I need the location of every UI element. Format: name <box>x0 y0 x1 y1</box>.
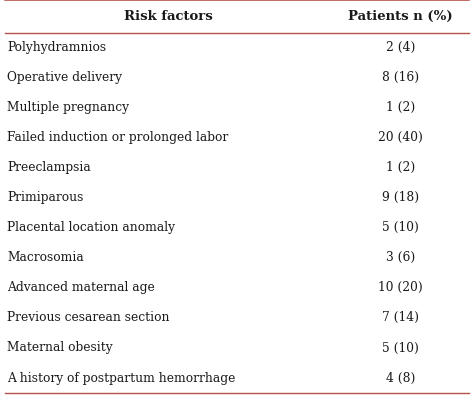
Text: Preeclampsia: Preeclampsia <box>7 161 91 174</box>
Text: Macrosomia: Macrosomia <box>7 251 84 264</box>
Text: 7 (14): 7 (14) <box>382 311 419 324</box>
Text: Polyhydramnios: Polyhydramnios <box>7 41 106 54</box>
Text: 4 (8): 4 (8) <box>386 372 415 385</box>
Text: Maternal obesity: Maternal obesity <box>7 341 113 355</box>
Text: 2 (4): 2 (4) <box>386 41 415 54</box>
Text: 5 (10): 5 (10) <box>382 221 419 234</box>
Text: Risk factors: Risk factors <box>124 10 213 23</box>
Text: 9 (18): 9 (18) <box>382 191 419 204</box>
Text: Patients n (%): Patients n (%) <box>348 10 453 23</box>
Text: 20 (40): 20 (40) <box>378 131 423 144</box>
Text: 1 (2): 1 (2) <box>386 161 415 174</box>
Text: 10 (20): 10 (20) <box>378 281 423 295</box>
Text: Multiple pregnancy: Multiple pregnancy <box>7 101 129 114</box>
Text: 8 (16): 8 (16) <box>382 71 419 84</box>
Text: Operative delivery: Operative delivery <box>7 71 122 84</box>
Text: 3 (6): 3 (6) <box>386 251 415 264</box>
Text: 5 (10): 5 (10) <box>382 341 419 355</box>
Text: 1 (2): 1 (2) <box>386 101 415 114</box>
Text: Placental location anomaly: Placental location anomaly <box>7 221 175 234</box>
Text: Advanced maternal age: Advanced maternal age <box>7 281 155 295</box>
Text: A history of postpartum hemorrhage: A history of postpartum hemorrhage <box>7 372 236 385</box>
Text: Previous cesarean section: Previous cesarean section <box>7 311 170 324</box>
Text: Primiparous: Primiparous <box>7 191 83 204</box>
Text: Failed induction or prolonged labor: Failed induction or prolonged labor <box>7 131 228 144</box>
